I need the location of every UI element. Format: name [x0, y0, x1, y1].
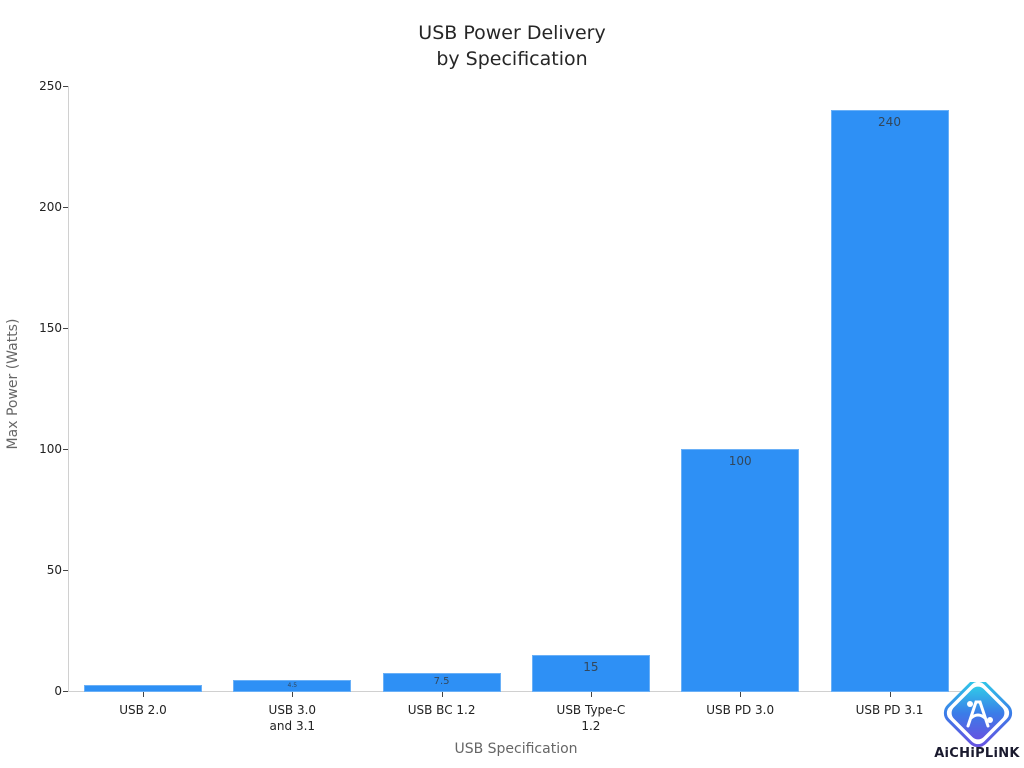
- y-tick-label: 250: [39, 79, 62, 93]
- x-axis-label: USB Specification: [454, 741, 578, 757]
- bar: 100: [681, 449, 800, 692]
- y-tick-label: 200: [39, 200, 62, 214]
- y-tick-mark: [63, 328, 68, 329]
- x-tick-label: USB PD 3.1: [855, 703, 924, 717]
- bar: 4.5: [233, 680, 352, 692]
- x-axis-line: [68, 691, 964, 692]
- y-tick-label: 50: [46, 563, 62, 577]
- y-tick-mark: [63, 86, 68, 87]
- bar: 240: [830, 110, 949, 692]
- plot-area: 0 50 100 150 200 250 USB 2.0 4.5 USB 3.0 and 3.1 7…: [39, 79, 964, 733]
- x-tick-label: USB BC 1.2: [407, 703, 476, 717]
- bar-value-label: 15: [583, 659, 599, 674]
- y-tick-mark: [63, 570, 68, 571]
- x-tick-label: USB 3.0 and 3.1: [268, 703, 317, 733]
- x-tick-mark: [889, 692, 891, 697]
- bar: [84, 684, 202, 692]
- y-tick-label: 150: [39, 321, 62, 335]
- y-tick-label: 100: [39, 442, 62, 456]
- chart-title: USB Power Delivery by Specification: [0, 20, 1024, 72]
- x-tick-mark: [740, 692, 742, 697]
- x-tick-label: USB PD 3.0: [706, 703, 775, 717]
- aichiplink-logo-icon: [943, 682, 1013, 748]
- chart-title-line-1: USB Power Delivery: [418, 22, 606, 44]
- bar-value-label: 100: [728, 454, 752, 468]
- bar-value-label: 4.5: [287, 682, 298, 690]
- y-tick-mark: [63, 691, 68, 692]
- bar: 15: [531, 654, 650, 692]
- y-axis-line: [68, 86, 69, 692]
- x-tick-label: USB 2.0: [119, 703, 167, 717]
- bar: 7.5: [382, 672, 501, 692]
- x-tick-mark: [292, 692, 294, 697]
- bar-value-label: 240: [878, 115, 901, 130]
- bar-value-label: 7.5: [433, 675, 450, 687]
- y-tick-mark: [63, 449, 68, 450]
- x-tick-mark: [590, 692, 592, 697]
- watermark-text: AiCHiPLiNK: [934, 746, 1020, 761]
- chart-title-line-2: by Specification: [436, 48, 588, 70]
- x-tick-label: USB Type-C 1.2: [556, 703, 626, 733]
- x-tick-mark: [441, 692, 443, 697]
- y-tick-mark: [63, 207, 68, 208]
- y-tick-label: 0: [54, 684, 62, 698]
- x-tick-mark: [143, 692, 144, 697]
